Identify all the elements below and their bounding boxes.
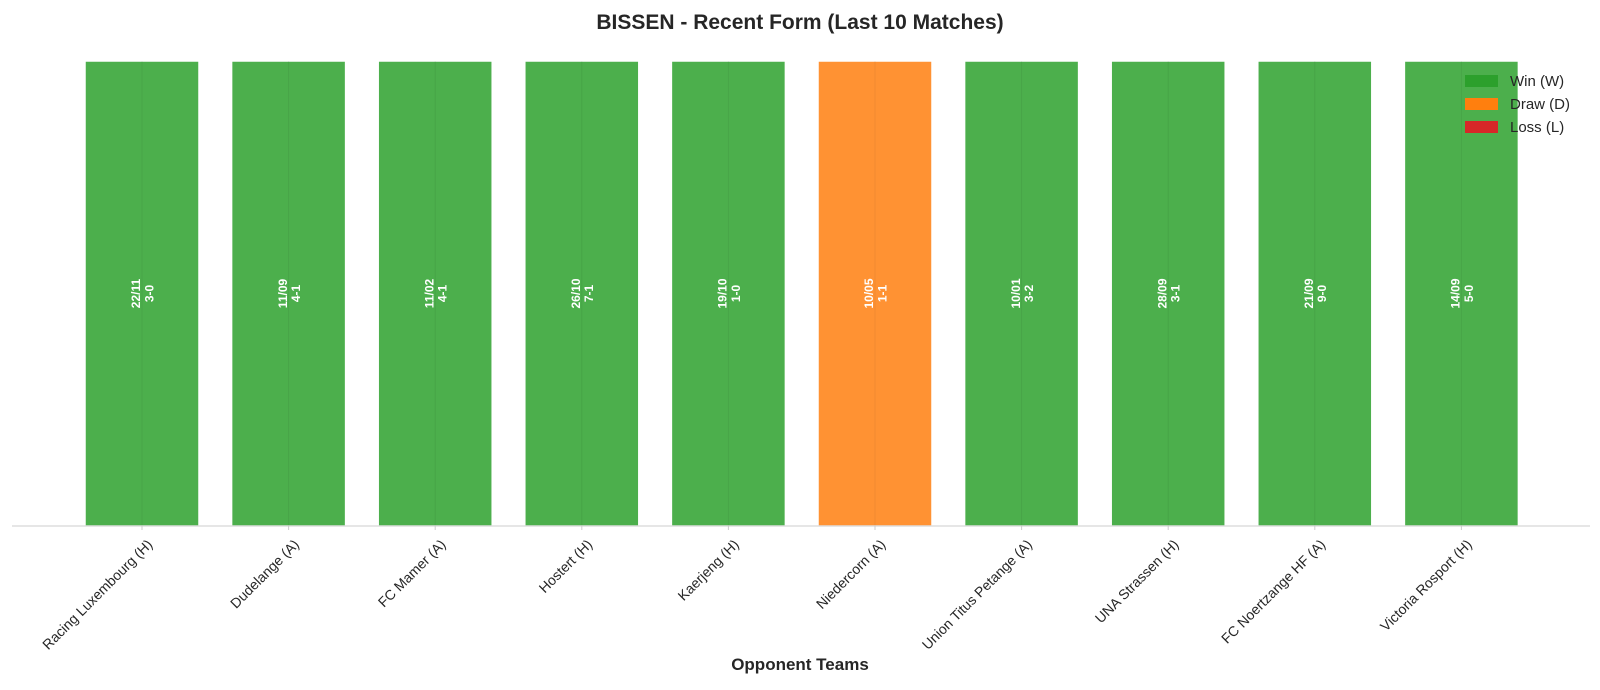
bar-label: 26/107-1 [569, 278, 596, 308]
bar-label: 22/113-0 [129, 278, 156, 308]
match-date: 14/09 [1449, 278, 1463, 308]
match-date: 11/02 [422, 278, 436, 308]
x-tick-label: Kaerjeng (H) [674, 536, 741, 603]
bar [84, 60, 200, 527]
x-tick-label: Racing Luxembourg (H) [39, 536, 155, 652]
match-score: 1-0 [729, 285, 743, 303]
x-tick-label: Dudelange (A) [227, 536, 302, 611]
match-score: 5-0 [1462, 285, 1476, 303]
bar [1110, 60, 1226, 527]
match-score: 3-2 [1022, 285, 1036, 303]
bar-label: 21/099-0 [1302, 278, 1329, 308]
bar-label: 10/013-2 [1009, 278, 1036, 308]
x-tick-label: FC Mamer (A) [375, 536, 449, 610]
match-date: 21/09 [1302, 278, 1316, 308]
bar [1257, 60, 1373, 527]
match-score: 7-1 [582, 285, 596, 303]
chart-title: BISSEN - Recent Form (Last 10 Matches) [596, 11, 1003, 34]
bar [377, 60, 493, 527]
match-date: 10/05 [862, 278, 876, 308]
match-date: 22/11 [129, 278, 143, 308]
match-score: 1-1 [875, 285, 889, 303]
match-date: 19/10 [716, 278, 730, 308]
legend-label: Loss (L) [1510, 119, 1564, 136]
match-date: 11/09 [276, 278, 290, 308]
match-score: 4-1 [436, 285, 450, 303]
bar [963, 60, 1080, 527]
match-score: 9-0 [1315, 285, 1329, 303]
match-score: 3-0 [142, 285, 156, 303]
legend-label: Draw (D) [1510, 96, 1570, 113]
x-tick-label: Victoria Rosport (H) [1377, 536, 1475, 634]
match-date: 28/09 [1155, 278, 1169, 308]
match-score: 3-1 [1169, 285, 1183, 303]
bar [1403, 60, 1520, 527]
bar-label: 11/024-1 [422, 278, 449, 308]
bar-label: 11/094-1 [276, 278, 303, 308]
bar [230, 60, 347, 527]
legend-label: Win (W) [1510, 73, 1564, 90]
match-date: 10/01 [1009, 278, 1023, 308]
legend-swatch [1465, 98, 1498, 110]
bar-label: 28/093-1 [1155, 278, 1182, 308]
bar-label: 14/095-0 [1449, 278, 1476, 308]
bar [817, 60, 933, 527]
x-tick-label: UNA Strassen (H) [1092, 536, 1182, 626]
x-tick-label: FC Noertzange HF (A) [1218, 536, 1328, 646]
match-date: 26/10 [569, 278, 583, 308]
x-axis-label: Opponent Teams [731, 655, 869, 674]
legend-swatch [1465, 75, 1498, 87]
legend-swatch [1465, 121, 1498, 133]
x-tick-label: Hostert (H) [536, 536, 596, 596]
bar-label: 10/051-1 [862, 278, 889, 308]
x-tick-labels: Racing Luxembourg (H) Dudelange (A) FC Mam… [39, 526, 1475, 653]
legend: Win (W) Draw (D) Loss (L) [1465, 73, 1570, 136]
x-tick-label: Niedercorn (A) [813, 536, 889, 612]
x-tick-label: Union Titus Petange (A) [919, 536, 1035, 652]
match-score: 4-1 [289, 285, 303, 303]
bar-label: 19/101-0 [716, 278, 743, 308]
bars-group: 22/113-0 11/094-1 11/024-1 26/107-1 19/101-0… [84, 60, 1520, 527]
